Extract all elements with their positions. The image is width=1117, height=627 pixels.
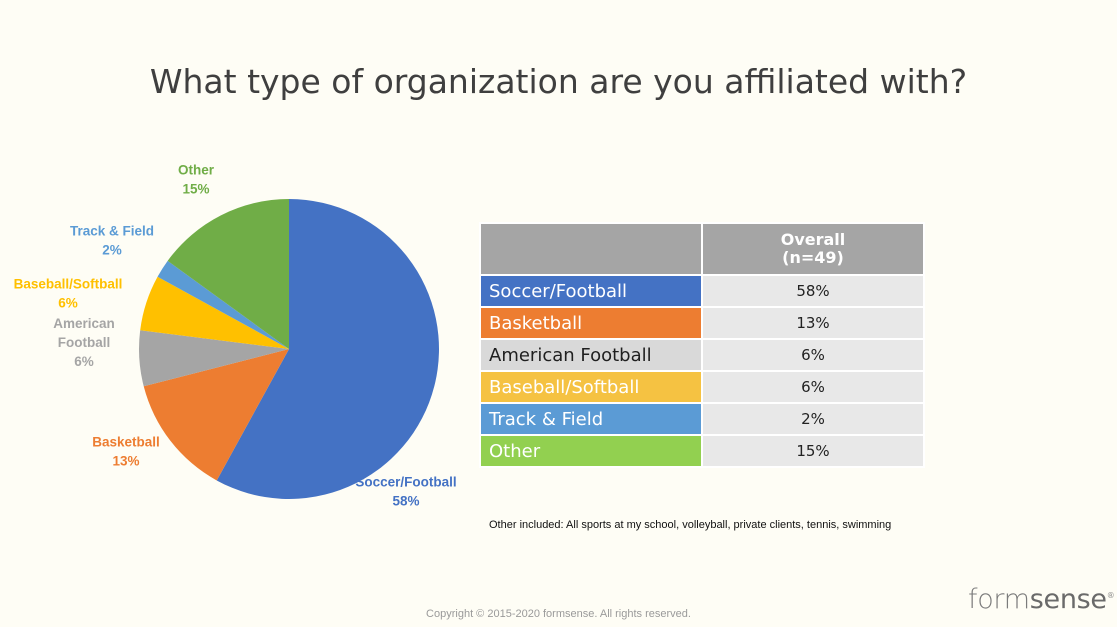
table-row: Soccer/Football 58% bbox=[479, 274, 925, 308]
pie-data-label-value: 6% bbox=[58, 296, 78, 311]
overall-header-sample-size: (n=49) bbox=[782, 248, 844, 267]
pie-slice-soccer-football bbox=[216, 199, 439, 499]
table-row-label: Soccer/Football bbox=[479, 274, 703, 308]
logo-part-form: form bbox=[968, 584, 1030, 615]
table-row-value: 6% bbox=[701, 338, 925, 372]
table-row-label: Baseball/Softball bbox=[479, 370, 703, 404]
pie-data-label-category: Football bbox=[58, 335, 111, 350]
logo-part-sense: sense bbox=[1029, 584, 1107, 615]
pie-data-label-value: 2% bbox=[102, 243, 122, 258]
pie-slice-baseball-softball bbox=[140, 276, 289, 349]
pie-data-label-category: American bbox=[53, 316, 115, 331]
table-header-row: Overall (n=49) bbox=[479, 222, 925, 276]
table-row-label: American Football bbox=[479, 338, 703, 372]
table-row: American Football 6% bbox=[479, 338, 925, 372]
formsense-logo: formsense® bbox=[968, 584, 1115, 615]
copyright-text: Copyright © 2015-2020 formsense. All rig… bbox=[426, 608, 691, 620]
table-row-value: 15% bbox=[701, 434, 925, 468]
pie-data-label: Soccer/Football 58% bbox=[355, 475, 456, 509]
chart-title: What type of organization are you affili… bbox=[149, 62, 968, 101]
pie-data-label-category: Baseball/Softball bbox=[14, 277, 123, 292]
overall-column-header: Overall (n=49) bbox=[701, 222, 925, 276]
pie-slice-basketball bbox=[143, 349, 289, 481]
pie-data-label-category: Soccer/Football bbox=[355, 475, 456, 490]
pie-slice-american-football bbox=[139, 330, 289, 387]
pie-slice-other bbox=[167, 199, 289, 349]
pie-data-label: American Football 6% bbox=[53, 316, 115, 369]
table-row-label: Basketball bbox=[479, 306, 703, 340]
pie-data-label-value: 13% bbox=[112, 454, 139, 469]
table-row: Baseball/Softball 6% bbox=[479, 370, 925, 404]
pie-data-label: Other 15% bbox=[178, 163, 215, 197]
logo-registered-mark: ® bbox=[1106, 591, 1115, 600]
pie-data-label: Basketball 13% bbox=[92, 435, 160, 469]
table-row-value: 58% bbox=[701, 274, 925, 308]
table-row: Other 15% bbox=[479, 434, 925, 468]
table-row-value: 6% bbox=[701, 370, 925, 404]
other-footnote: Other included: All sports at my school,… bbox=[489, 519, 892, 531]
table-row-label: Other bbox=[479, 434, 703, 468]
table-row: Track & Field 2% bbox=[479, 402, 925, 436]
pie-data-label-value: 58% bbox=[392, 494, 419, 509]
table-row-value: 13% bbox=[701, 306, 925, 340]
pie-data-label-value: 15% bbox=[182, 182, 209, 197]
table-row-value: 2% bbox=[701, 402, 925, 436]
overall-header-label: Overall bbox=[780, 230, 846, 249]
pie-data-label: Track & Field 2% bbox=[70, 224, 154, 258]
results-table: Overall (n=49) Soccer/Football 58% Basketb… bbox=[479, 222, 925, 468]
table-corner-cell bbox=[479, 222, 703, 276]
pie-chart: Soccer/Football 58% Basketball 13% American F… bbox=[14, 163, 457, 509]
pie-data-label-category: Other bbox=[178, 163, 215, 178]
pie-data-label: Baseball/Softball 6% bbox=[14, 277, 123, 311]
table-row-label: Track & Field bbox=[479, 402, 703, 436]
pie-slice-track-field bbox=[157, 260, 289, 349]
pie-data-label-category: Track & Field bbox=[70, 224, 154, 239]
pie-data-label-value: 6% bbox=[74, 354, 94, 369]
pie-data-label-category: Basketball bbox=[92, 435, 160, 450]
table-row: Basketball 13% bbox=[479, 306, 925, 340]
